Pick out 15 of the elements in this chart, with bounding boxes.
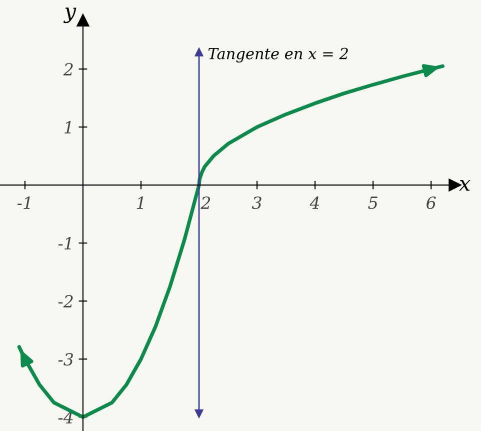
y-tick-label: -1 (58, 237, 71, 250)
y-axis-title: y (63, 8, 76, 24)
x-tick-label: 3 (252, 196, 262, 210)
y-tick-label: -3 (58, 353, 73, 366)
x-tick-label: 2 (200, 196, 210, 209)
y-tick-label: 2 (63, 62, 73, 76)
y-tick-label: 1 (64, 121, 71, 134)
x-tick-label: -1 (17, 196, 30, 209)
y-tick-label: -2 (58, 295, 73, 308)
x-tick-label: 1 (136, 196, 144, 209)
ref-line-label: Tangente en x = 2 (208, 48, 348, 62)
x-tick-label: 5 (368, 196, 378, 210)
x-axis-title: x (459, 180, 470, 191)
x-tick-label: 6 (426, 196, 436, 210)
x-tick-label: 4 (310, 196, 320, 209)
